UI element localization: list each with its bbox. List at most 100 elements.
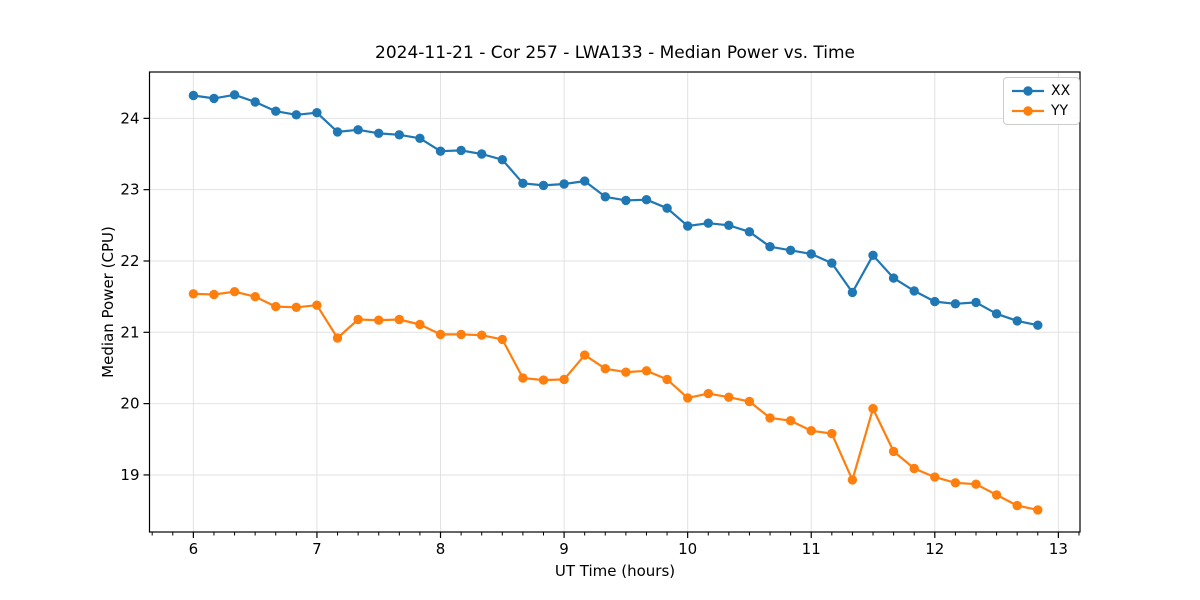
series-XX-marker xyxy=(477,149,487,159)
series-YY-marker xyxy=(909,463,919,474)
chart-title: 2024-11-21 - Cor 257 - LWA133 - Median P… xyxy=(375,43,855,63)
series-XX-marker xyxy=(847,287,858,298)
series-XX-marker xyxy=(662,203,672,213)
series-XX-marker xyxy=(600,192,610,202)
series-XX-marker xyxy=(744,227,755,237)
series-XX-marker xyxy=(724,220,734,230)
series-XX-marker xyxy=(209,93,219,104)
series-YY-marker xyxy=(477,330,487,340)
series-XX-marker xyxy=(456,145,466,156)
x-tick-label: 8 xyxy=(436,540,446,558)
series-XX-marker xyxy=(930,296,940,307)
x-tick-label: 10 xyxy=(678,540,697,558)
series-YY-line xyxy=(193,290,1039,511)
series-XX-marker xyxy=(806,249,816,259)
series-YY-marker xyxy=(1012,500,1022,511)
legend: XX YY xyxy=(1003,77,1080,125)
y-tick-label: 21 xyxy=(120,323,139,341)
series-XX-marker xyxy=(971,297,981,308)
series-YY-marker xyxy=(991,490,1002,500)
series-YY-marker xyxy=(621,367,631,377)
series-XX-marker xyxy=(291,110,301,120)
y-tick-label: 24 xyxy=(120,109,139,127)
series-XX-marker xyxy=(683,221,693,231)
legend-label: XX xyxy=(1051,83,1071,99)
series-XX-marker xyxy=(888,273,899,283)
y-tick-label: 20 xyxy=(120,395,139,413)
series-YY-marker xyxy=(744,396,755,407)
series-XX-marker xyxy=(909,286,919,296)
series-YY-marker xyxy=(312,300,322,310)
series-YY-marker xyxy=(765,413,775,423)
series-YY-marker xyxy=(971,479,981,489)
x-tick-label: 9 xyxy=(559,540,569,558)
y-tick-label: 22 xyxy=(120,252,139,270)
series-YY-marker xyxy=(394,314,404,325)
series-XX-marker xyxy=(497,155,507,165)
x-tick-label: 13 xyxy=(1049,540,1068,558)
legend-marker-yy xyxy=(1012,106,1044,116)
series-YY-marker xyxy=(250,292,260,302)
series-YY-marker xyxy=(683,393,693,403)
axes-spines xyxy=(148,71,1081,533)
series-XX-marker xyxy=(621,195,631,206)
series-YY-marker xyxy=(868,403,878,414)
series-YY-marker xyxy=(724,392,734,402)
series-YY-marker xyxy=(518,373,528,383)
series-XX-marker xyxy=(765,242,775,252)
series-XX-marker xyxy=(271,106,281,116)
x-axis-label: UT Time (hours) xyxy=(554,562,676,580)
y-tick-label: 23 xyxy=(120,181,139,199)
series-YY-marker xyxy=(209,289,219,300)
series-XX-marker xyxy=(229,90,240,100)
legend-marker-xx xyxy=(1012,86,1044,96)
series-YY-marker xyxy=(950,478,961,488)
series-YY-marker xyxy=(353,314,363,325)
series-YY-marker xyxy=(930,472,940,482)
series-XX-marker xyxy=(559,179,569,189)
series-YY-marker xyxy=(538,375,549,385)
x-tick-label: 11 xyxy=(802,540,821,558)
series-YY-marker xyxy=(580,350,590,360)
series-XX-marker xyxy=(580,176,590,186)
series-XX-marker xyxy=(785,245,796,255)
series-YY-marker xyxy=(785,416,796,426)
x-tick-label: 7 xyxy=(312,540,322,558)
series-XX-marker xyxy=(394,130,404,140)
legend-label: YY xyxy=(1051,103,1069,119)
legend-item-yy: YY xyxy=(1011,103,1071,119)
series-XX-marker xyxy=(827,258,837,268)
series-XX-marker xyxy=(1012,316,1022,326)
series-YY-marker xyxy=(806,426,816,436)
series-YY-marker xyxy=(703,388,713,399)
series-XX-marker xyxy=(1033,320,1043,330)
series-XX-marker xyxy=(868,250,878,260)
series-YY-marker xyxy=(456,329,466,340)
series-YY-marker xyxy=(497,334,507,345)
series-XX-marker xyxy=(374,128,384,138)
series-YY-marker xyxy=(847,475,858,485)
x-tick-label: 12 xyxy=(925,540,944,558)
series-XX-marker xyxy=(641,195,652,205)
series-XX-marker xyxy=(538,180,549,191)
series-XX-marker xyxy=(991,309,1002,319)
series-YY-marker xyxy=(374,315,384,325)
series-YY-marker xyxy=(1033,505,1043,515)
series-XX-marker xyxy=(518,178,528,188)
series-YY-marker xyxy=(641,366,652,376)
series-XX-marker xyxy=(312,108,322,118)
series-YY-marker xyxy=(559,374,569,385)
series-YY-marker xyxy=(662,374,672,385)
series-YY-marker xyxy=(827,428,837,439)
series-XX-marker xyxy=(250,97,260,107)
legend-item-xx: XX xyxy=(1011,83,1071,99)
series-XX-marker xyxy=(332,127,343,137)
y-axis-label: Median Power (CPU) xyxy=(99,226,117,378)
x-tick-label: 6 xyxy=(189,540,199,558)
series-YY-marker xyxy=(888,446,899,457)
series-YY-marker xyxy=(291,302,301,312)
series-YY-marker xyxy=(188,289,199,299)
series-XX-marker xyxy=(950,299,961,309)
